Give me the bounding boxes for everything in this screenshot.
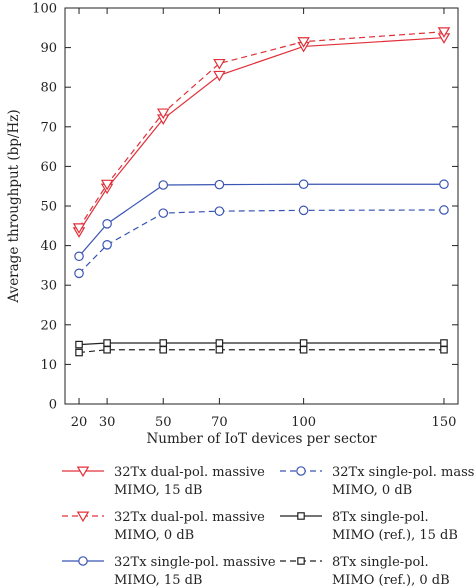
series-line <box>78 349 444 354</box>
data-point <box>103 339 111 347</box>
data-point <box>157 108 170 120</box>
y-tick-label: 70 <box>40 120 57 135</box>
series-line <box>78 183 444 257</box>
legend-label: MIMO, 15 dB <box>114 573 202 588</box>
legend-label: 32Tx single-pol. massive <box>114 555 276 570</box>
legend-label: MIMO (ref.), 15 dB <box>332 528 458 543</box>
y-tick-label: 50 <box>40 200 57 215</box>
x-axis: 20 30 50 70 100 150 <box>71 8 457 430</box>
legend-marker <box>297 557 305 565</box>
legend-item: 32Tx single-pol. massive MIMO, 0 dB <box>280 465 474 498</box>
legend-label: MIMO, 0 dB <box>114 528 194 543</box>
legend-label: 8Tx single-pol. <box>332 510 429 525</box>
legend-label: 8Tx single-pol. <box>332 555 429 570</box>
data-point <box>298 179 309 190</box>
y-tick-label: 30 <box>40 279 57 294</box>
data-point <box>102 219 112 229</box>
series-1 <box>72 33 451 238</box>
legend-marker <box>296 466 306 476</box>
legend-marker <box>76 511 90 523</box>
x-tick-label: 20 <box>71 415 88 430</box>
data-point <box>158 208 169 218</box>
data-point <box>215 339 224 347</box>
data-point <box>437 27 451 38</box>
data-point <box>158 180 169 190</box>
series-line <box>79 342 444 346</box>
legend-label: 32Tx single-pol. massive <box>332 465 474 480</box>
data-point <box>159 339 168 347</box>
y-axis: 0 10 20 30 40 50 60 70 80 90 100 <box>32 2 458 413</box>
legend-label: 32Tx dual-pol. massive <box>114 510 265 525</box>
legend-item: 32Tx single-pol. massive MIMO, 15 dB <box>62 555 276 588</box>
series-3 <box>74 179 449 262</box>
data-point <box>214 179 225 190</box>
data-point <box>439 179 449 190</box>
data-point <box>72 223 86 234</box>
data-point <box>74 251 84 262</box>
data-point <box>100 179 114 191</box>
data-point <box>213 58 226 70</box>
y-tick-label: 20 <box>40 318 57 333</box>
data-point <box>297 37 310 48</box>
series-5 <box>75 339 448 349</box>
x-tick-label: 30 <box>99 415 116 430</box>
series-6 <box>75 345 448 357</box>
y-axis-title: Average throughput (bp/Hz) <box>6 109 22 303</box>
data-point <box>213 70 226 82</box>
series-line <box>78 209 444 274</box>
legend-label: MIMO, 15 dB <box>114 483 202 498</box>
x-axis-title: Number of IoT devices per sector <box>146 431 377 447</box>
y-tick-label: 10 <box>40 358 57 373</box>
y-tick-label: 40 <box>40 239 57 254</box>
data-point <box>75 340 83 349</box>
y-tick-label: 60 <box>40 160 57 175</box>
x-tick-label: 70 <box>211 415 228 430</box>
series-line <box>78 37 445 233</box>
series-layer <box>72 27 451 357</box>
x-tick-label: 100 <box>291 415 316 430</box>
y-tick-label: 80 <box>40 81 57 96</box>
y-tick-label: 0 <box>49 398 57 413</box>
data-point <box>74 268 84 279</box>
y-tick-label: 100 <box>32 2 57 17</box>
data-point <box>299 339 308 347</box>
data-point <box>299 345 308 354</box>
series-line <box>78 31 445 229</box>
plot-frame <box>64 7 459 405</box>
data-point <box>159 345 168 354</box>
y-tick-label: 90 <box>40 41 57 56</box>
data-point <box>440 345 448 354</box>
legend-marker <box>78 556 88 566</box>
legend-item: 32Tx dual-pol. massive MIMO, 0 dB <box>62 510 265 543</box>
legend-item: 32Tx dual-pol. massive MIMO, 15 dB <box>62 465 265 498</box>
legend-item: 8Tx single-pol. MIMO (ref.), 15 dB <box>280 510 458 543</box>
x-tick-label: 50 <box>155 415 172 430</box>
series-2 <box>72 27 451 234</box>
data-point <box>439 205 449 215</box>
x-tick-label: 150 <box>432 415 457 430</box>
legend-label: MIMO (ref.), 0 dB <box>332 573 450 588</box>
legend-label: 32Tx dual-pol. massive <box>114 465 265 480</box>
legend-marker <box>76 466 90 478</box>
data-point <box>103 345 111 354</box>
legend-label: MIMO, 0 dB <box>332 483 412 498</box>
data-point <box>75 348 83 357</box>
data-point <box>214 206 225 216</box>
data-point <box>440 339 448 347</box>
data-point <box>215 345 224 354</box>
legend-marker <box>297 512 305 520</box>
series-4 <box>74 205 449 279</box>
data-point <box>102 240 112 250</box>
data-point <box>298 205 309 216</box>
legend-item: 8Tx single-pol. MIMO (ref.), 0 dB <box>280 555 450 588</box>
